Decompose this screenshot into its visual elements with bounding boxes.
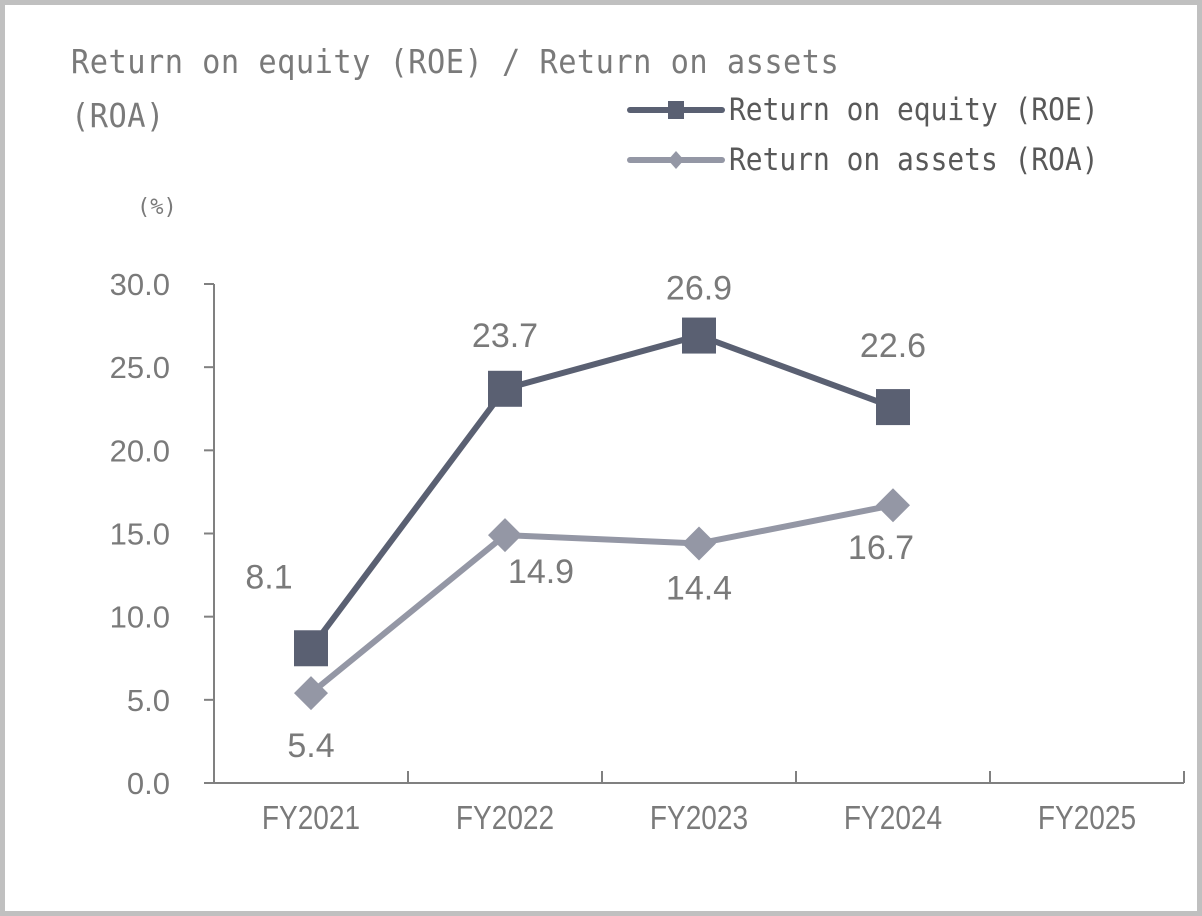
chart-title-line-1: Return on equity (ROE) / Return on asset… (71, 42, 840, 81)
x-category-label: FY2025 (1038, 800, 1136, 837)
x-category-label: FY2024 (844, 800, 942, 837)
data-label: 22.6 (860, 327, 926, 365)
diamond-marker-icon (876, 488, 910, 523)
y-tick-label: 25.0 (110, 350, 170, 385)
diamond-marker-icon (294, 676, 328, 711)
data-label: 14.4 (666, 569, 732, 607)
chart-title: Return on equity (ROE) / Return on asset… (71, 35, 899, 143)
y-tick-label: 15.0 (110, 517, 170, 552)
square-marker-icon (294, 630, 328, 667)
y-tick-label: 10.0 (110, 600, 170, 635)
series-layer: 8.1 23.7 26.9 22.6 5.4 14.9 14.4 16.7 (245, 270, 926, 766)
square-marker-icon (682, 317, 716, 354)
legend: Return on equity (ROE) Return on assets … (625, 85, 1140, 185)
y-tick-label: 30.0 (110, 267, 170, 302)
square-marker-icon (627, 101, 725, 119)
chart-title-line-2: (ROA) (71, 96, 165, 135)
y-tick-label: 0.0 (127, 766, 170, 801)
x-category-label: FY2021 (262, 800, 360, 837)
data-label: 26.9 (666, 270, 732, 308)
axes: 0.0 5.0 10.0 15.0 20.0 25.0 30.0 FY2021 FY2022 FY… (110, 267, 1185, 837)
legend-item-roe: Return on equity (ROE) (625, 85, 1140, 135)
roe-line (308, 332, 895, 651)
legend-label-roe: Return on equity (ROE) (729, 92, 1099, 128)
legend-label-roa: Return on assets (ROA) (729, 142, 1099, 178)
data-label: 5.4 (287, 727, 334, 765)
data-label: 8.1 (245, 558, 292, 596)
x-category-label: FY2023 (650, 800, 748, 837)
diamond-marker-icon (682, 526, 716, 561)
square-marker-icon (876, 389, 910, 426)
roa-line (309, 502, 894, 696)
y-axis-unit: (%) (137, 195, 177, 220)
diamond-marker-icon (488, 518, 522, 553)
x-category-label: FY2022 (456, 800, 554, 837)
y-tick-label: 20.0 (110, 433, 170, 468)
data-label: 23.7 (472, 317, 538, 355)
legend-item-roa: Return on assets (ROA) (625, 135, 1140, 185)
square-marker-icon (488, 370, 522, 407)
diamond-marker-icon (627, 151, 725, 169)
y-tick-label: 5.0 (127, 683, 170, 718)
data-label: 16.7 (848, 529, 914, 567)
data-label: 14.9 (508, 553, 574, 591)
